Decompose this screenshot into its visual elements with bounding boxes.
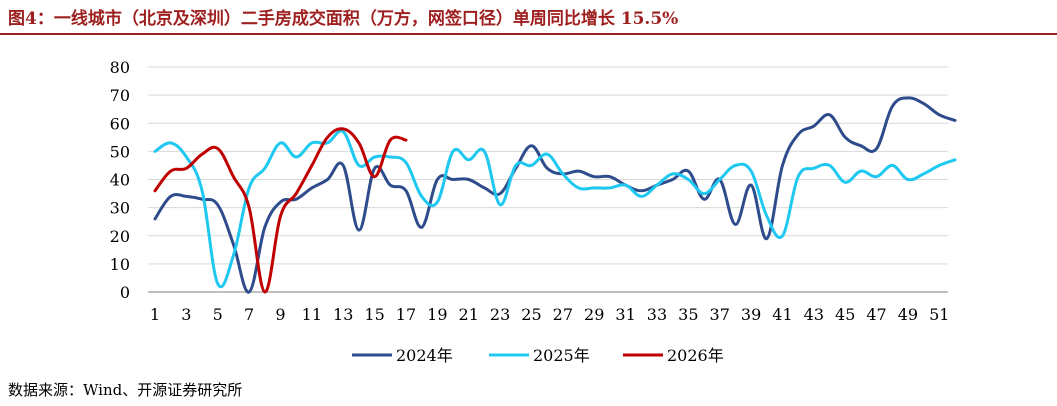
- x-tick-label: 47: [866, 305, 886, 324]
- x-tick-label: 7: [244, 305, 254, 324]
- source-note: 数据来源：Wind、开源证券研究所: [8, 381, 243, 399]
- x-tick-label: 33: [647, 305, 667, 324]
- x-tick-label: 41: [772, 305, 792, 324]
- title-rule: [0, 33, 1057, 35]
- x-tick-label: 27: [553, 305, 573, 324]
- series-line-3: [153, 127, 408, 294]
- y-tick-label: 60: [110, 114, 130, 133]
- x-tick-label: 3: [181, 305, 191, 324]
- y-axis-ticks: 0 10 20 30 40 50 60 70 80: [110, 58, 130, 302]
- y-tick-label: 70: [110, 86, 130, 105]
- x-tick-label: 21: [459, 305, 479, 324]
- x-tick-label: 31: [615, 305, 635, 324]
- title-bar: 图4：一线城市（北京及深圳）二手房成交面积（万方，网签口径）单周同比增长 15.…: [0, 0, 1057, 35]
- x-tick-label: 35: [678, 305, 698, 324]
- y-tick-label: 50: [110, 142, 130, 161]
- series-line-2: [153, 129, 957, 289]
- x-tick-label: 43: [804, 305, 824, 324]
- x-tick-label: 37: [710, 305, 730, 324]
- gridlines: [148, 66, 948, 265]
- x-tick-label: 25: [521, 305, 541, 324]
- x-tick-label: 19: [427, 305, 447, 324]
- legend-label: 2026年: [667, 346, 724, 365]
- y-tick-label: 20: [110, 227, 130, 246]
- x-tick-label: 29: [584, 305, 604, 324]
- x-tick-label: 17: [396, 305, 416, 324]
- y-tick-label: 40: [110, 171, 130, 190]
- chart-title: 图4：一线城市（北京及深圳）二手房成交面积（万方，网签口径）单周同比增长 15.…: [8, 9, 679, 29]
- y-tick-label: 80: [110, 58, 130, 77]
- legend-label: 2025年: [533, 346, 590, 365]
- y-tick-label: 0: [120, 283, 130, 302]
- y-tick-label: 30: [110, 199, 130, 218]
- x-axis-ticks: 1 3 5 7 9 11 13 15 17 19 21 23 25 27 29 31 33 35 37 39 41 43 4…: [150, 305, 950, 324]
- x-tick-label: 5: [213, 305, 223, 324]
- y-tick-label: 10: [110, 255, 130, 274]
- x-tick-label: 51: [929, 305, 949, 324]
- x-tick-label: 23: [490, 305, 510, 324]
- x-tick-label: 45: [835, 305, 855, 324]
- x-tick-label: 11: [302, 305, 322, 324]
- x-tick-label: 13: [333, 305, 353, 324]
- series-lines: [153, 96, 957, 294]
- x-tick-label: 1: [150, 305, 160, 324]
- x-tick-label: 39: [741, 305, 761, 324]
- series-line-1: [153, 96, 957, 294]
- x-tick-label: 9: [275, 305, 285, 324]
- x-tick-label: 15: [364, 305, 384, 324]
- x-tick-label: 49: [898, 305, 918, 324]
- legend-label: 2024年: [396, 346, 453, 365]
- legend: 2024年 2025年 2026年: [352, 346, 724, 365]
